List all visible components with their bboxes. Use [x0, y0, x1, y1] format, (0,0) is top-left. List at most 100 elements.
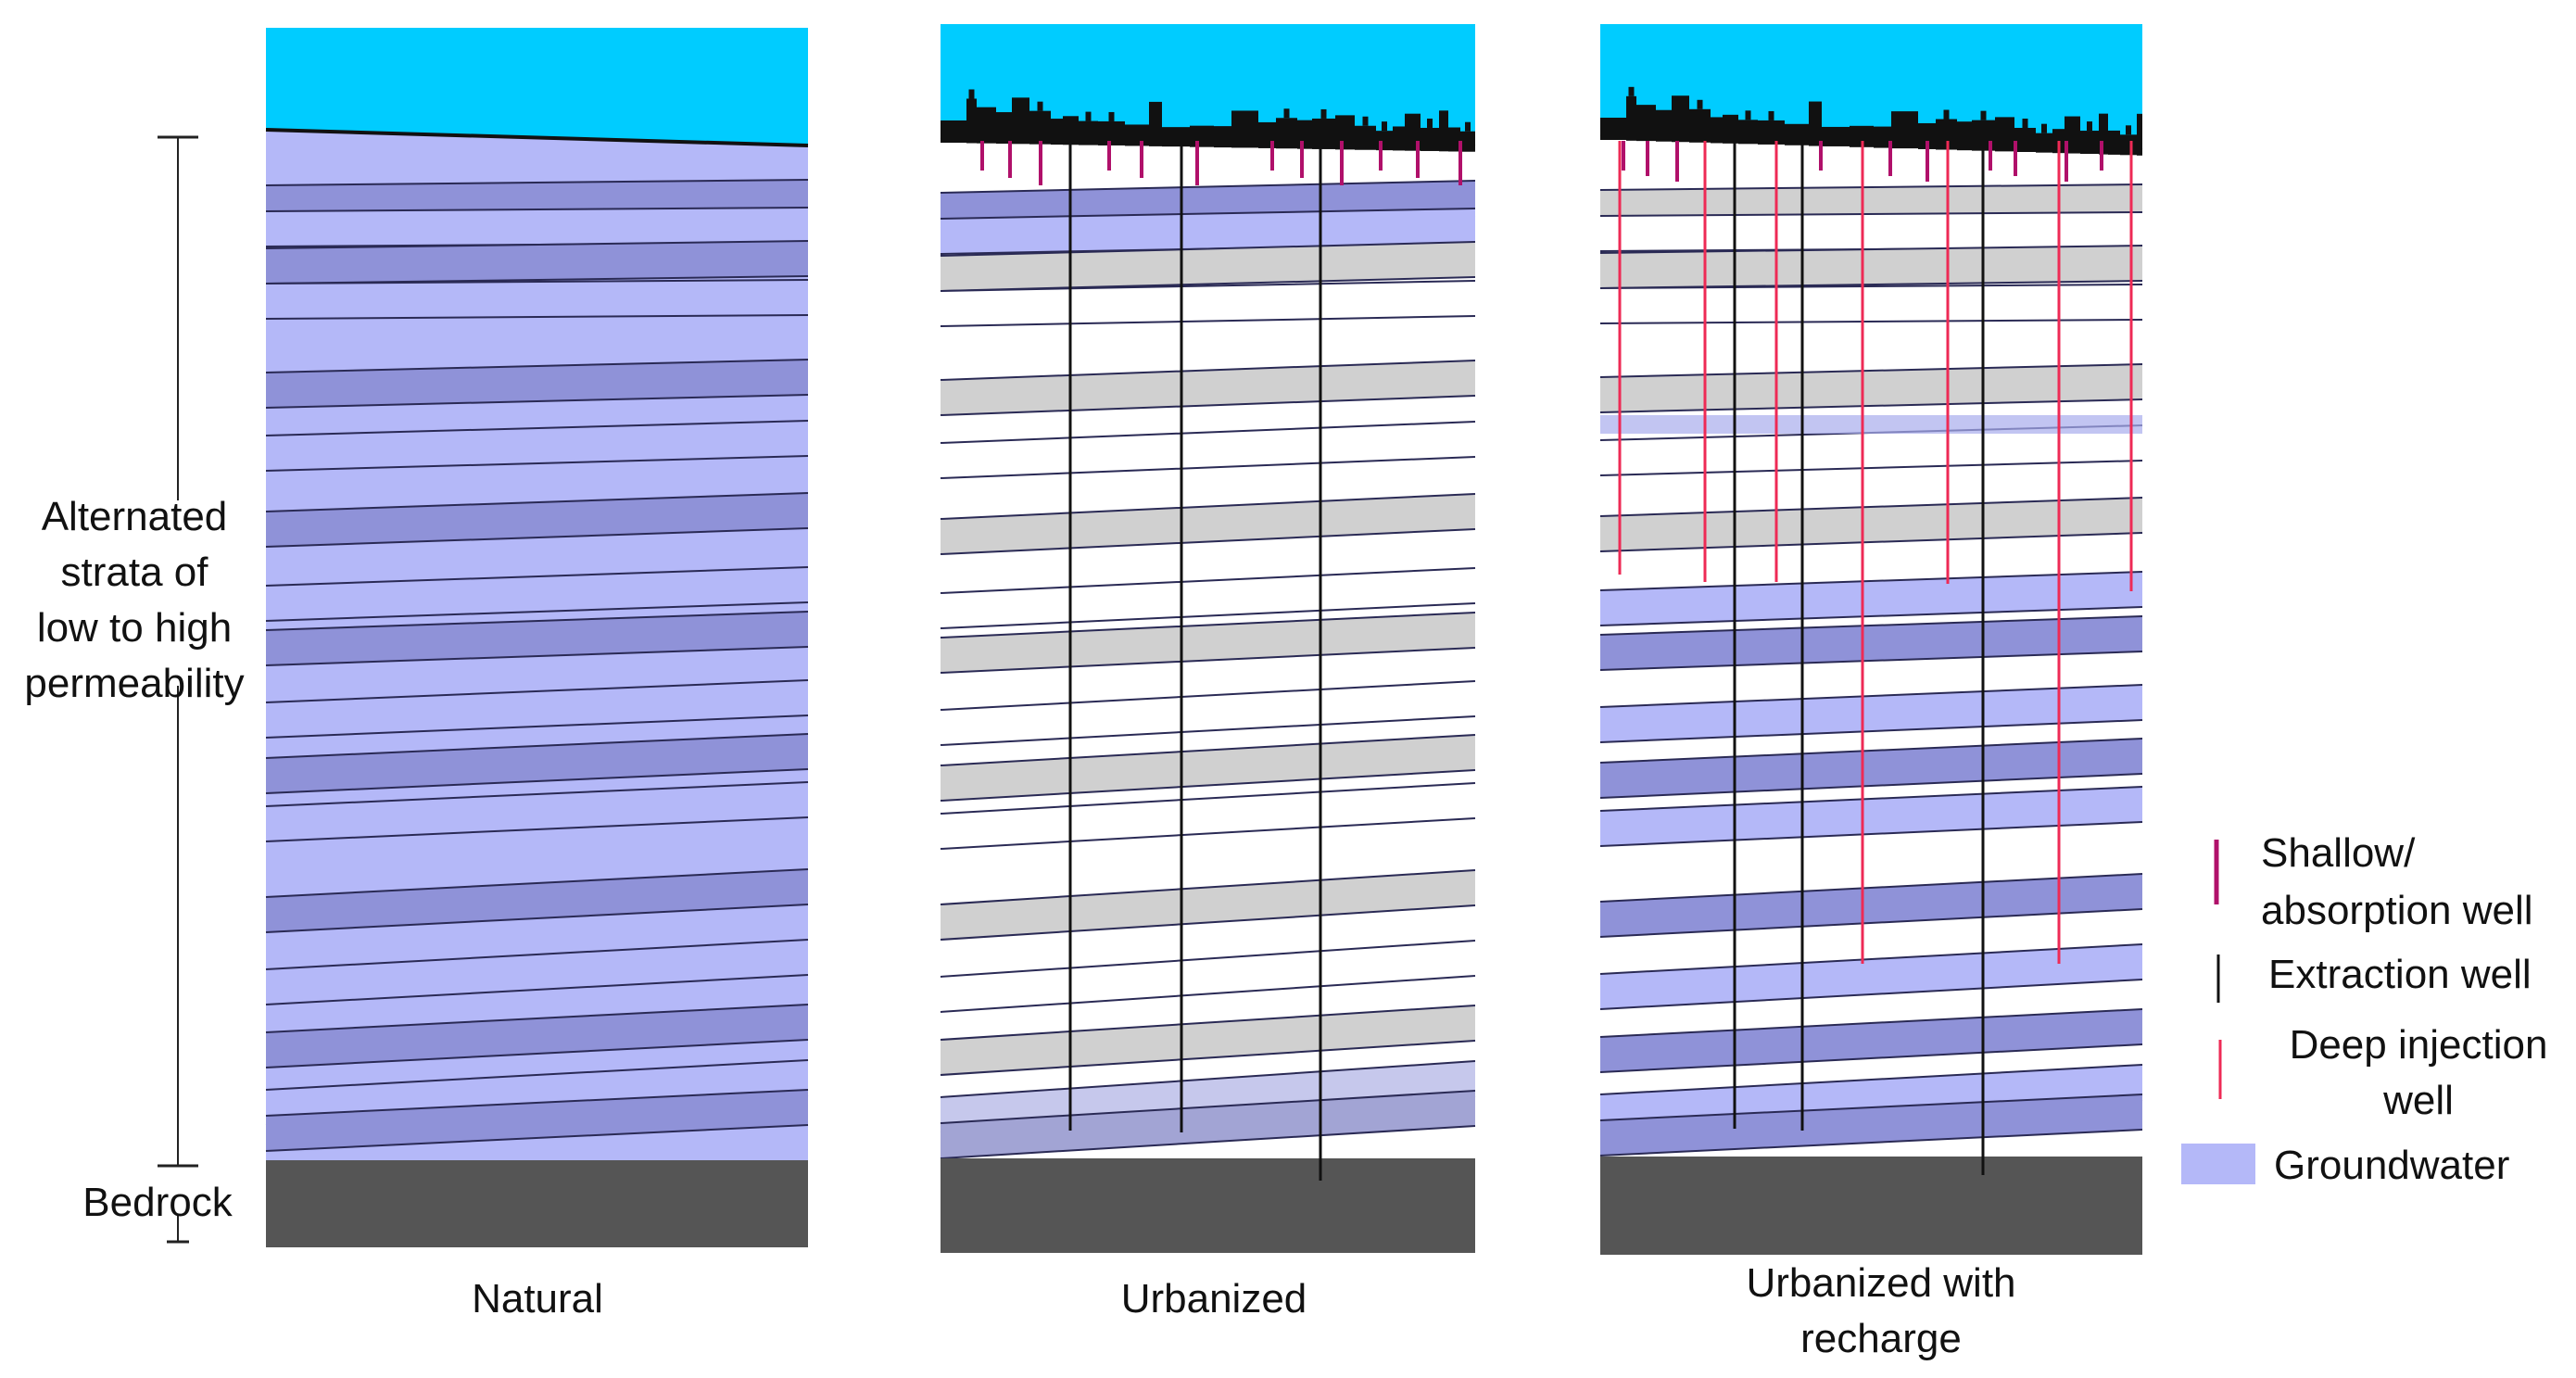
stratum-band	[266, 869, 808, 932]
stratum-band	[266, 680, 808, 738]
stratum-boundary	[1599, 363, 2143, 378]
city-building	[1936, 119, 1957, 150]
bedrock	[266, 1160, 808, 1247]
stratum-band	[1600, 1094, 2142, 1156]
stratum-boundary	[1599, 1043, 2143, 1073]
stratum-band	[941, 494, 1475, 554]
city-building	[2036, 133, 2052, 153]
city-building	[2137, 113, 2142, 156]
ground-surface	[265, 128, 809, 147]
city-building	[1626, 95, 1636, 141]
stratum-boundary	[265, 868, 809, 898]
legend-deep-injection-well-label: Deep injection well	[2289, 1022, 2548, 1123]
city-spire	[2087, 121, 2092, 132]
stratum-boundary	[940, 280, 1476, 292]
stratum-band	[941, 1005, 1475, 1075]
stratum-band	[266, 421, 808, 471]
stratum-boundary	[265, 492, 809, 512]
stratum-boundary	[1599, 183, 2143, 191]
stratum-boundary	[265, 904, 809, 933]
stratum-boundary	[1599, 979, 2143, 1010]
stratum-boundary	[1599, 245, 2143, 254]
city-building	[2065, 116, 2080, 154]
stratum-boundary	[1599, 398, 2143, 413]
city-spire	[2041, 123, 2047, 133]
stratum-band	[1600, 284, 2142, 323]
stratum-band	[941, 360, 1475, 415]
city-building	[1276, 118, 1297, 149]
city-building	[1393, 126, 1405, 151]
stratum-band	[941, 613, 1475, 673]
stratum-boundary	[940, 715, 1476, 746]
city-spire	[1943, 109, 1950, 120]
city-building	[2108, 130, 2120, 155]
stratum-boundary	[940, 734, 1476, 766]
city-spire	[1980, 110, 1987, 120]
stratum-boundary	[265, 679, 809, 703]
caption-natural: Natural	[472, 1276, 603, 1321]
stratum-boundary	[940, 904, 1476, 941]
city-building	[1995, 117, 2014, 152]
city-building	[1957, 121, 1972, 151]
city-building	[2014, 127, 2036, 152]
stratum-boundary	[265, 394, 809, 409]
stratum-boundary	[265, 1039, 809, 1068]
city-building	[1656, 109, 1672, 142]
stratum-boundary	[1599, 773, 2143, 799]
stratum-boundary	[265, 611, 809, 631]
stratum-boundary	[940, 1005, 1476, 1041]
stratum-boundary	[1599, 943, 2143, 975]
city-building	[1051, 119, 1063, 145]
stratum-boundary	[940, 612, 1476, 638]
stratum-boundary	[940, 1090, 1476, 1124]
stratum-boundary	[940, 1125, 1476, 1159]
stratum-band	[266, 734, 808, 793]
city-spire	[1745, 110, 1751, 120]
city-building	[1850, 125, 1874, 147]
stratum-boundary	[1599, 532, 2143, 552]
stratum-boundary	[940, 395, 1476, 416]
city-spire	[1697, 99, 1703, 109]
city-building	[2099, 113, 2108, 155]
city-spire	[1085, 111, 1092, 121]
bedrock-label: Bedrock	[82, 1180, 233, 1225]
stratum-band	[941, 783, 1475, 849]
city-building	[1335, 115, 1355, 150]
city-building	[1918, 122, 1936, 149]
stratum-boundary	[940, 817, 1476, 850]
city-building	[1711, 117, 1723, 144]
city-building	[977, 107, 996, 144]
city-building	[1029, 110, 1051, 145]
stratum-boundary	[940, 360, 1476, 381]
stratum-band	[1600, 212, 2142, 251]
sky	[266, 28, 808, 147]
stratum-boundary	[940, 567, 1476, 594]
stratum-boundary	[265, 240, 809, 249]
city-building	[1439, 110, 1448, 152]
stratum-boundary	[1599, 651, 2143, 671]
city-building	[996, 112, 1012, 145]
city-building	[1672, 95, 1689, 143]
city-building	[1448, 127, 1460, 152]
stratum-band	[266, 612, 808, 665]
stratum-boundary	[265, 359, 809, 373]
city-spire	[1382, 121, 1387, 132]
stratum-band	[941, 209, 1475, 254]
stratum-boundary	[940, 180, 1476, 194]
stratum-boundary	[1599, 319, 2143, 324]
city-spire	[1465, 121, 1471, 132]
stratum-band	[266, 241, 808, 284]
bedrock	[1600, 1157, 2142, 1255]
stratum-boundary	[265, 420, 809, 436]
stratum-boundary	[1599, 1064, 2143, 1095]
city-building	[1312, 118, 1335, 149]
city-building	[1149, 101, 1162, 146]
stratum-band	[266, 782, 808, 841]
city-building	[1723, 114, 1738, 144]
stratum-band	[941, 1091, 1475, 1158]
stratum-band	[266, 208, 808, 247]
city-spire	[2022, 118, 2028, 128]
stratum-boundary	[265, 179, 809, 186]
city-building	[1214, 126, 1231, 148]
